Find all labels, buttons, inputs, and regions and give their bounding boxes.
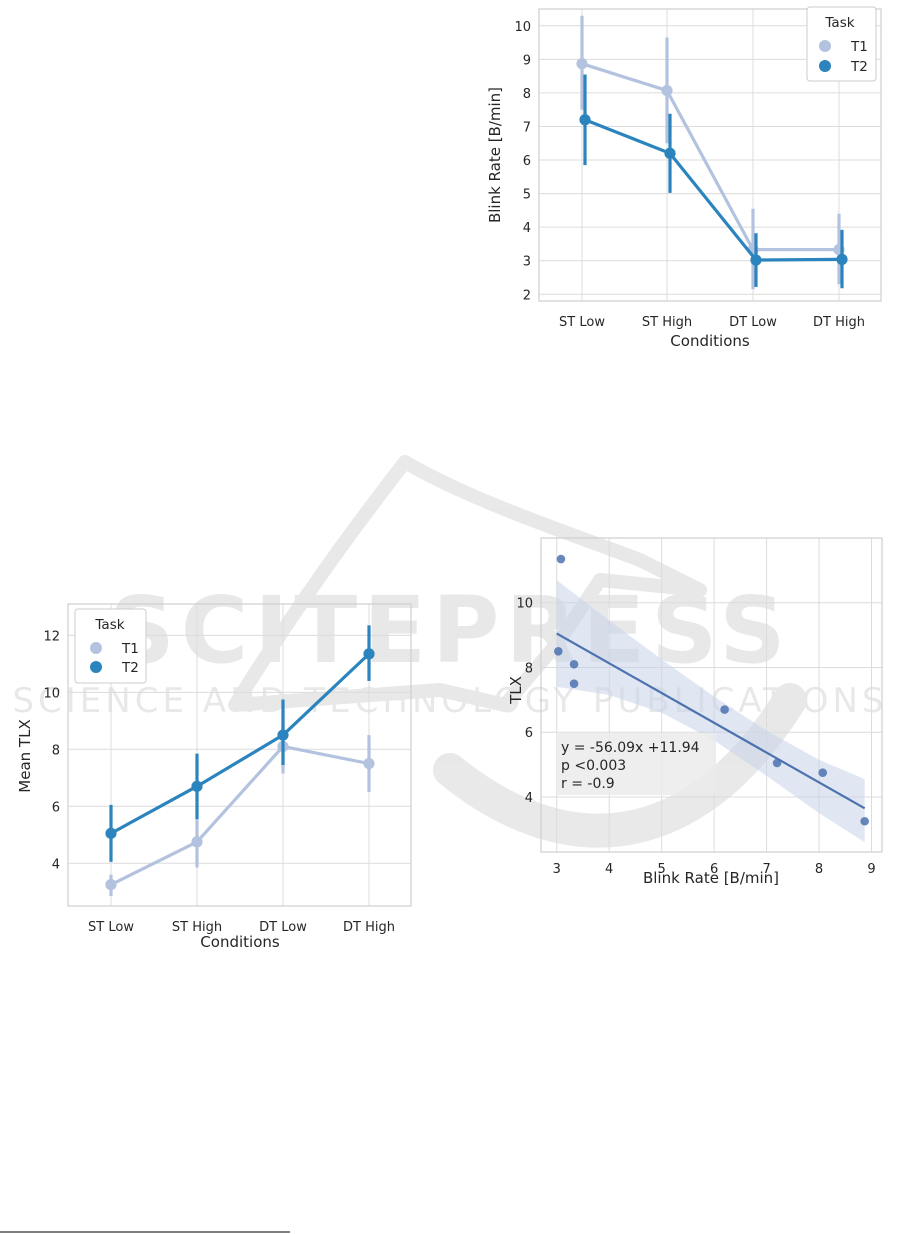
reg-xtick-label: 3 — [553, 862, 561, 877]
scatter-point — [556, 554, 566, 564]
tlx-point-t2 — [105, 827, 117, 839]
regression-confidence-band — [556, 580, 865, 843]
tlx-ytick-label: 6 — [52, 800, 60, 815]
blink-ytick-label: 9 — [523, 53, 531, 68]
tlx-xtick-label: DT Low — [259, 920, 307, 935]
tlx-xtick-label: ST High — [172, 920, 222, 935]
reg-ytick-label: 10 — [516, 597, 533, 612]
reg-xtick-label: 7 — [762, 862, 770, 877]
tlx-point-t1 — [363, 757, 375, 770]
blink-ytick-label: 7 — [523, 120, 531, 135]
mean-tlx-chart: 4 6 8 10 12 ST Low ST High DT Low DT High Mean T… — [16, 603, 412, 951]
blink-legend-title: Task — [824, 15, 854, 31]
tlx-series-line-t2 — [110, 652, 371, 835]
tlx-legend-title: Task — [94, 617, 124, 633]
blink-rate-chart: 2 3 4 5 6 7 8 9 10 ST Low ST High DT Low DT High Bli… — [486, 6, 882, 350]
regression-rvalue: r = -0.9 — [561, 776, 615, 792]
regression-annotation-box — [556, 733, 716, 795]
blink-xtick-label: DT Low — [729, 315, 777, 330]
blink-ytick-label: 5 — [523, 188, 531, 203]
blink-legend-marker-t1 — [819, 40, 831, 52]
blink-legend-t2: T2 — [850, 59, 868, 75]
watermark-logo: SCITEPRESS SCIENCE AND TECHNOLOGY PUBLIC… — [12, 455, 887, 848]
tlx-ytick-label: 8 — [52, 743, 60, 758]
blink-ytick-label: 4 — [523, 221, 531, 236]
blink-point-t1 — [661, 84, 673, 97]
scatter-point — [772, 758, 782, 768]
blink-xlabel: Conditions — [670, 332, 750, 350]
blink-ytick-label: 3 — [523, 255, 531, 270]
tlx-ytick-label: 12 — [43, 629, 60, 644]
tlx-ytick-label: 4 — [52, 857, 60, 872]
tlx-legend-marker-t2 — [90, 661, 102, 673]
blink-point-t2 — [750, 254, 762, 266]
reg-plot-frame — [540, 537, 883, 853]
tlx-legend-t2: T2 — [121, 660, 139, 676]
blink-ytick-label: 6 — [523, 154, 531, 169]
blink-series-line-t2 — [584, 118, 843, 262]
blink-ytick-label: 8 — [523, 87, 531, 102]
blink-point-t2 — [664, 147, 676, 159]
watermark-name: SCITEPRESS — [108, 577, 791, 684]
scatter-point — [569, 659, 579, 669]
blink-point-t2 — [836, 253, 848, 265]
tlx-point-t2 — [363, 648, 375, 660]
blink-plot-frame — [538, 8, 882, 302]
tlx-xtick-label: ST Low — [88, 920, 134, 935]
tlx-ylabel: Mean TLX — [16, 719, 34, 792]
tlx-legend: Task T1 T2 — [74, 608, 147, 684]
regression-fit-line — [556, 632, 866, 810]
tlx-point-t1 — [105, 879, 117, 891]
reg-xlabel: Blink Rate [B/min] — [643, 869, 779, 887]
reg-xtick-label: 4 — [605, 862, 613, 877]
blink-xtick-label: DT High — [813, 315, 865, 330]
tlx-plot-frame — [67, 603, 412, 907]
reg-ytick-label: 4 — [525, 791, 533, 806]
reg-ylabel: TLX — [507, 676, 525, 705]
blink-legend-marker-t2 — [819, 60, 831, 72]
tlx-xtick-label: DT High — [343, 920, 395, 935]
tlx-point-t2 — [277, 729, 289, 741]
blink-point-t2 — [579, 114, 591, 126]
blink-ytick-label: 2 — [523, 288, 531, 303]
tlx-ytick-label: 10 — [43, 686, 60, 701]
tlx-legend-marker-t1 — [90, 642, 102, 654]
blink-xtick-label: ST Low — [559, 315, 605, 330]
tlx-point-t2 — [191, 780, 203, 792]
reg-xtick-label: 5 — [658, 862, 666, 877]
reg-xtick-label: 8 — [815, 862, 823, 877]
reg-xtick-label: 6 — [710, 862, 718, 877]
scatter-point — [818, 768, 828, 777]
regression-pvalue: p <0.003 — [561, 758, 626, 774]
tlx-legend-t1: T1 — [121, 641, 139, 657]
blink-xtick-label: ST High — [642, 315, 692, 330]
watermark-tagline: SCIENCE AND TECHNOLOGY PUBLICATIONS — [12, 681, 887, 721]
blink-series-line-t1 — [581, 62, 839, 252]
reg-ytick-label: 8 — [525, 661, 533, 676]
scatter-point — [860, 816, 869, 826]
blink-point-t1 — [576, 58, 588, 70]
regression-equation: y = -56.09x +11.94 — [561, 740, 700, 756]
blink-ytick-label: 10 — [514, 20, 531, 35]
scatter-point — [554, 646, 563, 656]
reg-ytick-label: 6 — [525, 726, 533, 741]
scatter-point — [720, 705, 729, 714]
blink-ylabel: Blink Rate [B/min] — [486, 87, 504, 223]
reg-xtick-label: 9 — [867, 862, 875, 877]
tlx-point-t1 — [191, 836, 203, 848]
blink-legend: Task T1 T2 — [806, 6, 877, 82]
blink-legend-t1: T1 — [850, 39, 868, 55]
regression-chart: 3 4 5 6 7 8 9 4 6 8 10 y = -56.09x +11.94 p <0.003… — [507, 537, 883, 887]
scatter-point — [569, 679, 579, 688]
tlx-xlabel: Conditions — [200, 933, 280, 951]
tlx-series-line-t1 — [110, 744, 370, 887]
